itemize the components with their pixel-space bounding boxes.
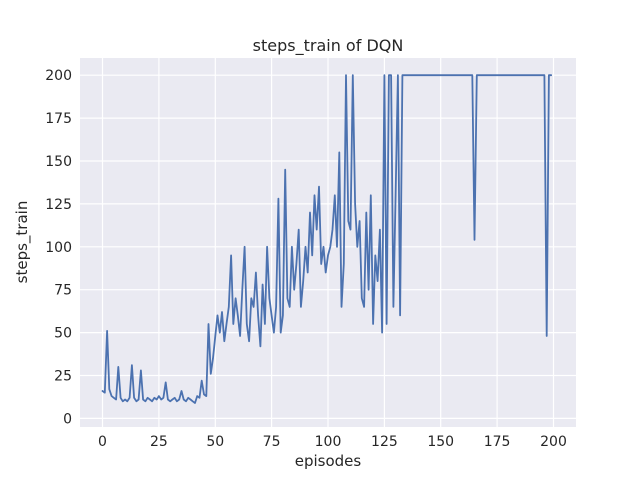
y-tick-label: 50 bbox=[54, 326, 72, 342]
y-tick-label: 175 bbox=[45, 111, 72, 127]
x-tick-label: 150 bbox=[427, 434, 454, 450]
x-axis-label: episodes bbox=[294, 452, 362, 470]
chart-title: steps_train of DQN bbox=[252, 36, 404, 55]
steps-train-line bbox=[101, 74, 553, 404]
x-tick-label: 200 bbox=[540, 434, 567, 450]
y-tick-label: 200 bbox=[45, 68, 72, 84]
y-tick-label: 100 bbox=[45, 240, 72, 256]
y-tick-label: 75 bbox=[54, 283, 72, 299]
y-tick-label: 150 bbox=[45, 154, 72, 170]
x-tick-label: 50 bbox=[206, 434, 224, 450]
x-tick-label: 75 bbox=[263, 434, 281, 450]
x-tick-label: 25 bbox=[150, 434, 168, 450]
y-axis-label: steps_train bbox=[13, 200, 31, 284]
y-tick-label: 25 bbox=[54, 369, 72, 385]
x-tick-label: 100 bbox=[315, 434, 342, 450]
y-tick-label: 0 bbox=[63, 411, 72, 427]
y-tick-label: 125 bbox=[45, 197, 72, 213]
x-tick-label: 0 bbox=[98, 434, 107, 450]
x-tick-label: 125 bbox=[371, 434, 398, 450]
x-tick-label: 175 bbox=[484, 434, 511, 450]
